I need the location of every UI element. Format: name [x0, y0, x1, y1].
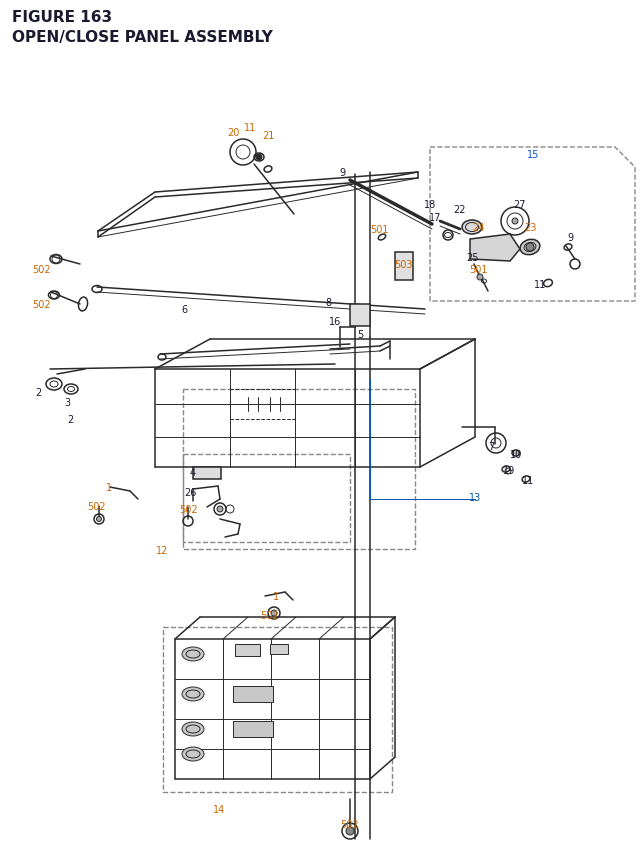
- Text: FIGURE 163: FIGURE 163: [12, 10, 112, 25]
- Text: 502: 502: [32, 300, 51, 310]
- Text: 9: 9: [567, 232, 573, 243]
- Text: 26: 26: [184, 487, 196, 498]
- Text: 13: 13: [469, 492, 481, 503]
- Bar: [350, 305, 370, 326]
- Text: 20: 20: [227, 127, 239, 138]
- Text: 11: 11: [244, 123, 256, 133]
- Text: 19: 19: [503, 466, 515, 475]
- Circle shape: [271, 610, 277, 616]
- Text: 11: 11: [522, 475, 534, 486]
- Text: 12: 12: [156, 545, 168, 555]
- Text: 2: 2: [67, 414, 73, 424]
- Bar: [193, 468, 221, 480]
- Text: 11: 11: [534, 280, 546, 289]
- Circle shape: [513, 450, 519, 456]
- Text: 4: 4: [190, 468, 196, 478]
- Bar: [395, 253, 413, 281]
- Text: 9: 9: [339, 168, 345, 177]
- Ellipse shape: [462, 220, 482, 235]
- Bar: [270, 644, 288, 654]
- Text: 6: 6: [181, 305, 187, 314]
- Text: OPEN/CLOSE PANEL ASSEMBLY: OPEN/CLOSE PANEL ASSEMBLY: [12, 30, 273, 45]
- Text: 5: 5: [357, 330, 363, 339]
- Circle shape: [256, 155, 262, 161]
- Text: 17: 17: [429, 213, 441, 223]
- Text: 502: 502: [32, 264, 51, 275]
- Text: 14: 14: [213, 804, 225, 814]
- Text: 501: 501: [468, 264, 487, 275]
- Ellipse shape: [182, 647, 204, 661]
- Text: 25: 25: [466, 253, 478, 263]
- Text: 24: 24: [472, 223, 484, 232]
- Bar: [233, 722, 273, 737]
- Circle shape: [346, 827, 354, 835]
- Bar: [233, 686, 273, 703]
- Polygon shape: [470, 235, 520, 262]
- Text: 10: 10: [510, 449, 522, 460]
- Text: 502: 502: [179, 505, 197, 514]
- Text: 8: 8: [325, 298, 331, 307]
- Text: 1: 1: [273, 592, 279, 601]
- Text: 502: 502: [260, 610, 278, 620]
- Circle shape: [526, 244, 534, 251]
- Ellipse shape: [182, 722, 204, 736]
- Text: 22: 22: [452, 205, 465, 214]
- Circle shape: [512, 219, 518, 225]
- Text: 1: 1: [106, 482, 112, 492]
- Text: 501: 501: [370, 225, 388, 235]
- Bar: [235, 644, 260, 656]
- Circle shape: [217, 506, 223, 512]
- Text: 18: 18: [424, 200, 436, 210]
- Text: 502: 502: [86, 501, 106, 511]
- Text: 2: 2: [35, 387, 41, 398]
- Text: 503: 503: [394, 260, 412, 269]
- Text: 23: 23: [524, 223, 536, 232]
- Text: 27: 27: [514, 200, 526, 210]
- Text: 16: 16: [329, 317, 341, 326]
- Circle shape: [97, 517, 102, 522]
- Ellipse shape: [182, 687, 204, 701]
- Text: 15: 15: [527, 150, 539, 160]
- Text: 7: 7: [488, 442, 494, 451]
- Text: 3: 3: [64, 398, 70, 407]
- Ellipse shape: [520, 240, 540, 256]
- Text: 502: 502: [340, 819, 358, 829]
- Circle shape: [477, 275, 483, 281]
- Text: 21: 21: [262, 131, 274, 141]
- Ellipse shape: [182, 747, 204, 761]
